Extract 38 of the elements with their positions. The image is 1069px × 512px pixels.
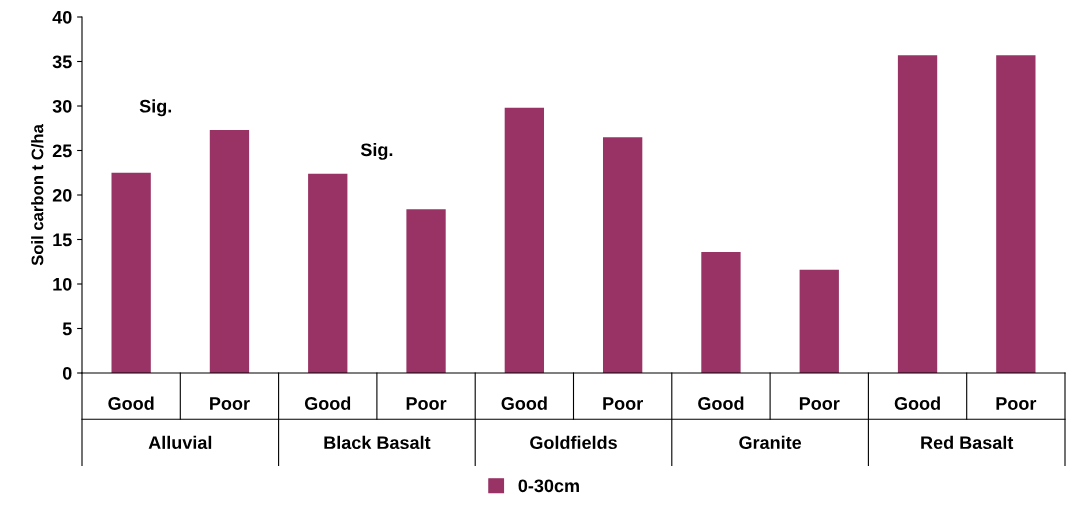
y-tick-label: 10: [53, 277, 72, 291]
y-axis-title: Soil carbon t C/ha: [31, 124, 44, 266]
x-tick-label: Poor: [210, 397, 250, 410]
text: Red Basalt: [921, 435, 1014, 450]
annotation: Sig.: [139, 99, 172, 117]
text: Black Basalt: [324, 435, 431, 450]
x-tick-label: Poor: [996, 397, 1037, 410]
y-tick-label: 5: [62, 322, 72, 336]
x-tick-label: Good: [698, 396, 744, 410]
x-tick-label: Good: [304, 396, 351, 410]
bar: [308, 173, 348, 373]
text: Goldfields: [530, 435, 617, 450]
y-tick-label: 25: [52, 144, 72, 158]
bar: [799, 269, 839, 373]
y-tick-label: 0: [62, 366, 72, 380]
bar: [897, 55, 938, 373]
bar: [209, 130, 250, 373]
bar: [602, 137, 643, 373]
legend-label: 0-30cm: [518, 479, 579, 493]
bar: [111, 172, 151, 373]
x-tick-label: Poor: [603, 397, 643, 410]
text: Granite: [739, 435, 802, 450]
bar: [701, 251, 741, 373]
text: Alluvial: [148, 435, 212, 450]
y-tick-label: 40: [52, 10, 72, 24]
annotation: Sig.: [360, 142, 393, 160]
x-tick-label: Good: [108, 396, 154, 410]
y-tick-label: 30: [52, 99, 72, 113]
y-tick-label: 20: [52, 188, 72, 202]
bar: [504, 107, 545, 373]
x-tick-label: Poor: [406, 397, 447, 410]
x-tick-label: Good: [501, 396, 547, 410]
x-tick-label: Poor: [799, 397, 840, 410]
bar: [996, 55, 1036, 373]
y-tick-label: 35: [52, 55, 72, 69]
x-tick-label: Good: [894, 396, 940, 410]
y-tick-label: 15: [53, 233, 72, 247]
bar: [406, 209, 446, 373]
